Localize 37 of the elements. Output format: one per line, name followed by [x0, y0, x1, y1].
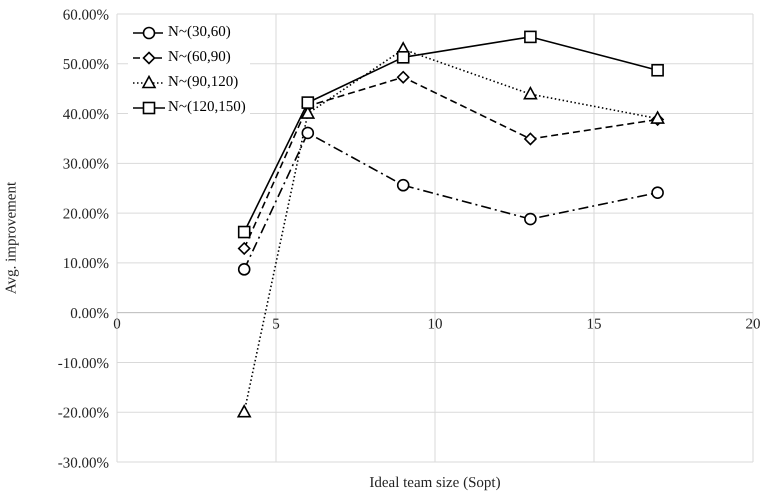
point [524, 212, 537, 226]
y-tick-label: 60.00% [62, 7, 109, 24]
point [651, 64, 664, 77]
x-tick-label: 10 [428, 316, 442, 333]
y-tick-label: -30.00% [58, 455, 109, 472]
point [302, 126, 314, 140]
point [238, 242, 250, 255]
point [302, 96, 314, 109]
x-axis-title: Ideal team size (Sopt) [369, 475, 501, 491]
x-tick-label: 5 [272, 316, 280, 333]
point [524, 132, 537, 146]
legend-label: N~(120,150) [168, 99, 246, 116]
y-axis-title: Avg. improvement [3, 181, 20, 294]
legend-label: N~(90,120) [168, 74, 238, 91]
point [238, 263, 250, 276]
point [524, 30, 537, 44]
y-tick-label: 40.00% [62, 106, 109, 123]
y-tick-label: 50.00% [62, 57, 109, 74]
y-tick-label: 0.00% [70, 306, 109, 322]
y-tick-label: 30.00% [62, 156, 109, 173]
y-tick-label: -20.00% [58, 406, 109, 422]
point [237, 404, 251, 418]
y-tick-label: 10.00% [62, 256, 109, 272]
point [238, 226, 250, 238]
x-tick-label: 20 [746, 316, 760, 333]
point [651, 186, 664, 199]
point [396, 70, 410, 84]
legend-label: N~(60,90) [168, 49, 231, 66]
x-tick-label: 0 [113, 316, 121, 333]
y-tick-label: -10.00% [58, 356, 109, 372]
point [650, 111, 664, 124]
x-tick-label: 15 [586, 316, 602, 333]
point [396, 51, 410, 64]
legend-label: N~(30,60) [168, 24, 231, 41]
y-tick-label: 20.00% [62, 206, 109, 222]
point [524, 86, 538, 100]
point [396, 178, 410, 192]
